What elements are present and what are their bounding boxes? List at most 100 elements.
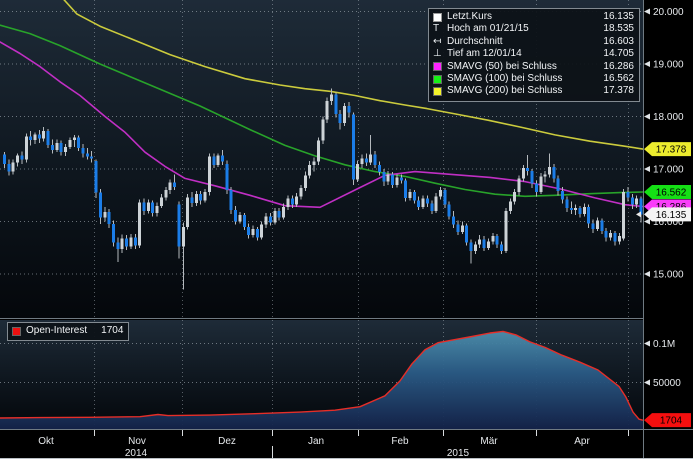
candle-body — [425, 198, 429, 204]
candle-body — [517, 178, 521, 193]
axis-tick-icon — [644, 379, 650, 386]
price-axis-strip[interactable] — [643, 0, 693, 459]
candle-body — [630, 197, 634, 205]
candle-body — [282, 206, 286, 218]
last-price-badge-label: 16.135 — [656, 210, 687, 221]
candle-body — [129, 237, 133, 247]
candle-body — [68, 140, 72, 147]
candle-body — [264, 216, 268, 225]
axis-tick-icon — [644, 61, 650, 67]
open-interest-legend-box[interactable]: Open-Interest 1704 — [7, 322, 130, 341]
candle-body — [635, 198, 639, 205]
legend-row-1[interactable]: T Hoch am 01/21/15 18.535 — [433, 23, 634, 35]
candle-body — [530, 171, 534, 184]
candle-body — [90, 156, 94, 159]
candle-body — [495, 236, 499, 245]
price-tick-label: 17.000 — [653, 165, 684, 176]
candle-body — [268, 216, 272, 223]
candle-body — [521, 167, 525, 179]
axis-tick-icon — [644, 271, 650, 277]
smavg200-line — [63, 0, 643, 150]
legend-row-0[interactable]: Letzt.Kurs 16.135 — [433, 11, 634, 23]
legend-row-4[interactable]: SMAVG (50) bei Schluss 16.286 — [433, 61, 634, 73]
candle-body — [260, 224, 264, 238]
legend-value: 16.603 — [603, 35, 634, 47]
candle-body — [3, 154, 6, 164]
legend-row-5[interactable]: SMAVG (100) bei Schluss 16.562 — [433, 73, 634, 85]
time-axis-strip[interactable] — [0, 429, 693, 459]
candle-body — [600, 220, 604, 231]
open-interest-area — [0, 331, 643, 429]
candle-body — [430, 203, 434, 211]
axis-tick-icon — [644, 113, 650, 120]
candle-body — [312, 161, 316, 165]
candle-body — [238, 215, 242, 222]
legend-value: 17.378 — [603, 85, 634, 97]
candle-body — [190, 197, 194, 204]
smavg200-square-icon — [433, 87, 447, 97]
candle-body — [578, 207, 582, 215]
candle-body — [273, 211, 277, 223]
candle-body — [125, 238, 129, 247]
candle-body — [64, 146, 68, 153]
candle-body — [486, 241, 490, 248]
last-price-badge — [644, 207, 691, 222]
candle-body — [321, 119, 325, 141]
candle-body — [225, 163, 229, 190]
candle-body — [491, 236, 495, 242]
candle-body — [107, 212, 111, 225]
candle-body — [295, 196, 299, 205]
candle-body — [116, 242, 120, 249]
low-marker-icon: ⊥ — [433, 48, 442, 60]
legend-row-2[interactable]: ↤ Durchschnitt 16.603 — [433, 36, 634, 48]
candle-body — [20, 155, 24, 160]
axis-tick-icon — [644, 8, 650, 15]
legend-label: SMAVG (200) bei Schluss — [447, 85, 563, 97]
candle-body — [138, 202, 142, 246]
open-interest-badge — [644, 413, 691, 428]
candle-body — [7, 163, 11, 172]
candle-body — [552, 166, 556, 179]
candle-body — [24, 136, 28, 160]
candle-body — [299, 187, 303, 197]
candle-body — [526, 167, 530, 172]
last-price-arrow-icon — [636, 211, 641, 218]
candle-body — [565, 199, 569, 208]
candle-body — [500, 244, 504, 251]
candle-body — [478, 239, 482, 245]
candle-body — [159, 197, 163, 206]
open-interest-panel[interactable] — [0, 320, 643, 429]
open-interest-legend-row[interactable]: Open-Interest 1704 — [12, 325, 123, 337]
candle-body — [94, 161, 98, 193]
candle-body — [77, 137, 81, 148]
candle-body — [199, 194, 203, 201]
open-interest-badge-label: 1704 — [660, 416, 683, 427]
candle-body — [513, 192, 517, 202]
candle-body — [151, 202, 155, 214]
candle-body — [465, 225, 469, 243]
open-interest-label: Open-Interest — [26, 324, 88, 336]
month-label: Apr — [574, 436, 590, 447]
month-label: Feb — [391, 436, 409, 447]
legend-value: 18.535 — [603, 23, 634, 35]
candle-body — [373, 154, 377, 165]
smavg100-square-icon — [433, 74, 447, 84]
candle-body — [155, 205, 159, 214]
legend-row-3[interactable]: ⊥ Tief am 12/01/14 14.705 — [433, 48, 634, 60]
candle-body — [194, 194, 198, 204]
legend-row-6[interactable]: SMAVG (200) bei Schluss 17.378 — [433, 85, 634, 97]
candle-body — [356, 163, 360, 180]
candle-body — [561, 191, 565, 200]
candle-body — [443, 190, 447, 205]
candle-body — [325, 100, 329, 120]
candle-body — [290, 198, 294, 205]
candle-body — [360, 158, 364, 164]
candle-body — [386, 174, 390, 182]
legend-value: 14.705 — [603, 48, 634, 60]
candle-body — [316, 140, 320, 162]
smavg200-badge — [644, 142, 691, 157]
candle-body — [221, 155, 224, 162]
candle-body — [212, 156, 216, 165]
candle-body — [16, 155, 20, 163]
price-legend-box[interactable]: Letzt.Kurs 16.135 T Hoch am 01/21/15 18.535 ↤… — [428, 8, 640, 102]
